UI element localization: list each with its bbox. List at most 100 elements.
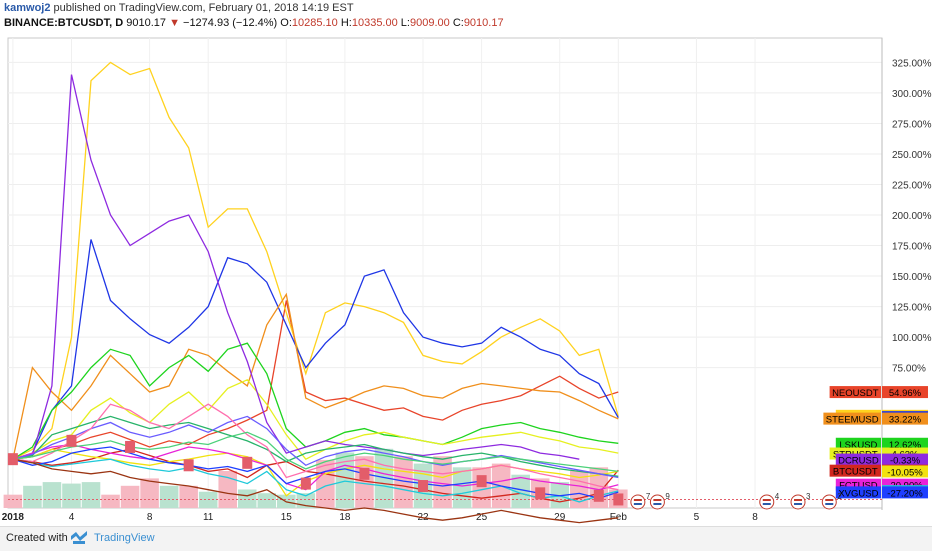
y-tick-label: 125.00%	[892, 303, 932, 314]
series-name-text: DCRUSD	[838, 456, 879, 467]
series-line	[12, 292, 619, 460]
tradingview-logo-icon	[71, 531, 87, 544]
low-value: 9009.00	[409, 17, 450, 29]
event-circle	[630, 494, 646, 510]
series-value-text: 54.96%	[889, 388, 922, 399]
series-line	[12, 379, 619, 461]
x-tick-label: 2018	[2, 512, 25, 523]
author-name[interactable]: kamwoj2	[4, 2, 51, 14]
event-stripe	[825, 503, 834, 505]
series-value-tag	[882, 486, 928, 499]
event-count: 2	[837, 492, 842, 501]
volume-bar	[452, 467, 472, 508]
event-circle	[821, 494, 837, 510]
event-stripe	[825, 499, 834, 501]
event-count: 9	[665, 492, 670, 501]
close-value: 9010.17	[463, 17, 504, 29]
volume-bar	[140, 478, 159, 508]
down-arrow-icon: ▼	[169, 17, 180, 29]
candle	[613, 493, 624, 506]
volume-bar	[62, 483, 81, 508]
series-line	[12, 458, 619, 524]
x-tick-label: 15	[281, 512, 293, 523]
footer: Created with TradingView	[0, 526, 932, 551]
event-count: 3	[806, 492, 811, 501]
candle	[66, 434, 77, 447]
event-flag-icon[interactable]: 3	[790, 492, 811, 510]
series-value-label: DCRUSD -0.33%	[835, 453, 928, 467]
event-count: 7	[646, 492, 651, 501]
y-tick-label: 100.00%	[892, 333, 932, 344]
series-value-text: -0.33%	[890, 456, 921, 467]
series-line	[12, 448, 619, 503]
event-stripe	[794, 503, 803, 505]
series-line	[12, 415, 619, 477]
y-tick-label: 200.00%	[892, 211, 932, 222]
x-tick-label: 8	[147, 512, 153, 523]
series-name-text: XVGUSD	[838, 488, 878, 499]
x-tick-label: 5	[694, 512, 700, 523]
event-stripe	[633, 503, 642, 505]
x-tick-label: 4	[69, 512, 75, 523]
price-change: −1274.93 (−12.4%)	[183, 17, 278, 29]
series-value-label: XVGUSD -27.20%	[835, 486, 928, 499]
candle	[535, 487, 546, 500]
y-tick-label: 75.00%	[892, 364, 926, 375]
series-name-tag	[835, 486, 881, 499]
series-line	[12, 443, 619, 491]
series-line	[12, 300, 619, 460]
tradingview-link[interactable]: TradingView	[94, 532, 155, 544]
event-circle	[649, 494, 665, 510]
y-tick-label: 250.00%	[892, 150, 932, 161]
volume-bar	[316, 459, 335, 508]
volume-bar	[101, 494, 120, 508]
series-value-text: 33.22%	[889, 415, 922, 426]
series-name-tag	[835, 453, 881, 466]
symbol-name[interactable]: BINANCE:BTCUSDT, D	[4, 17, 124, 29]
publish-info: kamwoj2 published on TradingView.com, Fe…	[4, 2, 354, 14]
candle	[359, 467, 370, 480]
y-tick-label: 275.00%	[892, 119, 932, 130]
event-circle	[790, 494, 806, 510]
series-value-tag	[882, 386, 928, 399]
volume-bar	[120, 485, 140, 508]
volume-bar	[218, 471, 237, 508]
series-line	[12, 61, 619, 460]
candle	[242, 456, 253, 469]
chart-area[interactable]: 325.00%300.00%275.00%250.00%225.00%200.0…	[0, 34, 932, 524]
event-circle	[759, 494, 775, 510]
volume-bar	[179, 485, 198, 508]
candle	[593, 489, 604, 502]
event-flag-icon[interactable]: 9	[649, 492, 670, 510]
series-line	[12, 446, 619, 499]
candle	[476, 475, 487, 488]
y-tick-label: 225.00%	[892, 180, 932, 191]
high-value: 10335.00	[351, 17, 398, 29]
event-stripe	[762, 503, 771, 505]
series-name-tag	[823, 412, 881, 425]
y-tick-label: 175.00%	[892, 242, 932, 253]
event-stripe	[794, 499, 803, 501]
series-name-tag	[829, 464, 881, 477]
volume-bar	[3, 494, 23, 508]
series-value-label: STEEMUSD 33.22%	[823, 412, 928, 426]
event-flag-icon[interactable]: 4	[759, 492, 780, 510]
candle	[183, 459, 194, 472]
event-count: 4	[775, 492, 780, 501]
volume-bar	[42, 482, 62, 508]
event-flag-icon[interactable]: 7	[630, 492, 651, 510]
event-flag-icon[interactable]: 2	[821, 492, 842, 510]
volume-bar	[237, 489, 257, 508]
volume-bar	[257, 493, 277, 508]
series-line	[12, 239, 619, 460]
series-line	[12, 74, 580, 460]
volume-bar	[472, 467, 491, 508]
x-tick-label: 18	[339, 512, 351, 523]
x-tick-label: 29	[554, 512, 566, 523]
series-name-tag	[829, 386, 881, 399]
series-line	[12, 458, 619, 503]
series-value-tag	[882, 412, 928, 425]
candle	[7, 453, 18, 466]
series-name-tag	[835, 437, 881, 450]
series-value-label: LSKUSD 12.62%	[835, 437, 928, 451]
